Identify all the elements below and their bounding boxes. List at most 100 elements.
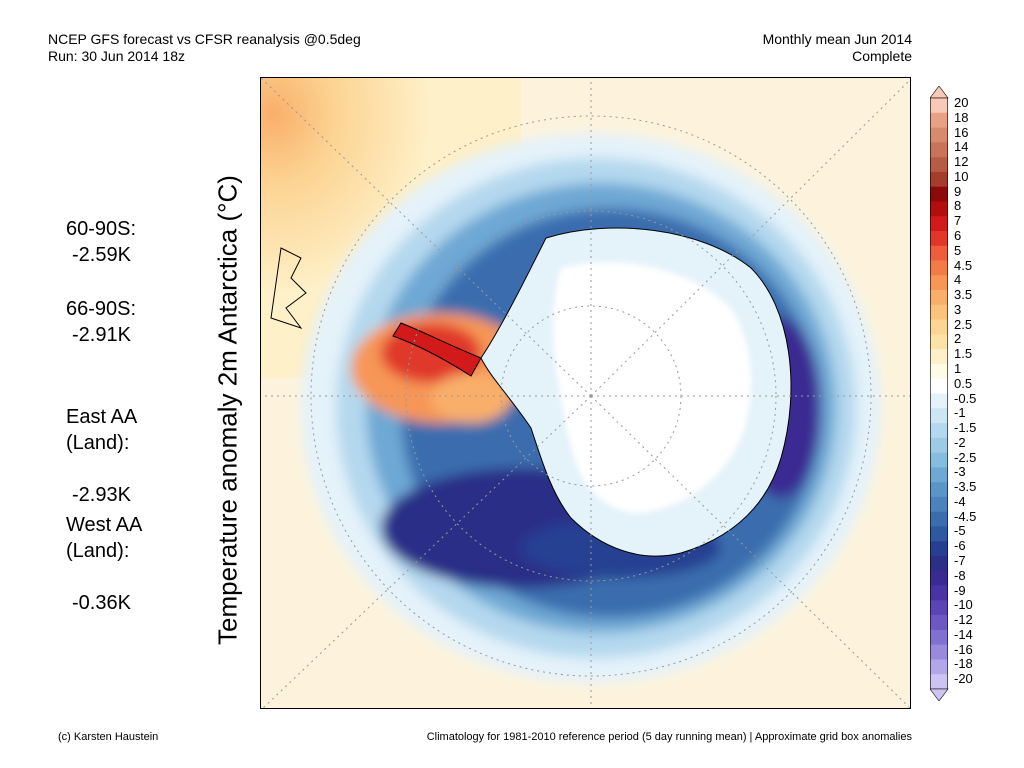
stat-west-aa: West AA (Land): -0.36K bbox=[66, 486, 142, 642]
colorbar-swatch bbox=[930, 363, 948, 380]
colorbar-swatch bbox=[930, 334, 948, 350]
colorbar-tick-label: -0.5 bbox=[954, 390, 977, 406]
colorbar-swatch bbox=[930, 556, 948, 572]
colorbar-swatch bbox=[930, 260, 948, 276]
stat-value: -2.91K bbox=[72, 324, 131, 346]
colorbar-swatch bbox=[930, 98, 948, 114]
colorbar-tick-label: -18 bbox=[954, 656, 973, 672]
colorbar-swatch bbox=[930, 245, 948, 261]
colorbar-swatch bbox=[930, 570, 948, 586]
colorbar-tick-label: 3 bbox=[954, 301, 962, 317]
colorbar-tick-label: -9 bbox=[954, 582, 966, 598]
anomaly-map bbox=[260, 77, 911, 709]
stat-value: -2.93K bbox=[72, 484, 131, 506]
colorbar-tick-label: -3 bbox=[954, 464, 966, 480]
colorbar-swatch bbox=[930, 585, 948, 601]
colorbar-tick-label: 9 bbox=[954, 183, 962, 199]
colorbar-swatch bbox=[930, 644, 948, 660]
colorbar-tick-label: 12 bbox=[954, 154, 969, 170]
colorbar-tick-label: 14 bbox=[954, 139, 969, 155]
colorbar-swatch bbox=[930, 452, 948, 468]
colorbar-tick-label: -8 bbox=[954, 567, 966, 583]
colorbar-tick-label: 0.5 bbox=[954, 375, 973, 391]
colorbar-tick-label: 8 bbox=[954, 198, 962, 214]
map-ylabel: Temperature anomaly 2m Antarctica (°C) bbox=[212, 175, 243, 645]
colorbar-swatch bbox=[930, 600, 948, 616]
colorbar-tick-label: -14 bbox=[954, 626, 973, 642]
colorbar-tick-label: 1 bbox=[954, 360, 962, 376]
stat-label: East AA (Land): bbox=[66, 406, 138, 454]
colorbar-swatch bbox=[930, 304, 948, 320]
map-title: NCEP GFS forecast vs CFSR reanalysis @0.… bbox=[48, 31, 361, 47]
status-label: Complete bbox=[852, 48, 912, 64]
colorbar-tick-label: -5 bbox=[954, 523, 966, 539]
colorbar-swatch bbox=[930, 526, 948, 542]
colorbar-swatch bbox=[930, 482, 948, 498]
colorbar-tick-label: -4.5 bbox=[954, 508, 977, 524]
colorbar-tick-label: 16 bbox=[954, 124, 969, 140]
colorbar-tick-label: -4 bbox=[954, 493, 966, 509]
colorbar-swatch bbox=[930, 408, 948, 424]
colorbar-tick-label: -10 bbox=[954, 597, 973, 613]
colorbar-tick-label: -20 bbox=[954, 671, 973, 687]
colorbar-tick-label: 3.5 bbox=[954, 287, 973, 303]
run-time: Run: 30 Jun 2014 18z bbox=[48, 48, 185, 64]
colorbar-swatch bbox=[930, 112, 948, 128]
colorbar-tick-label: -2 bbox=[954, 434, 966, 450]
stat-66-90s: 66-90S: -2.91K bbox=[66, 296, 136, 348]
colorbar-swatch bbox=[930, 171, 948, 187]
colorbar-tick-label: 7 bbox=[954, 213, 962, 229]
colorbar bbox=[930, 86, 949, 701]
copyright: (c) Karsten Haustein bbox=[58, 731, 159, 743]
colorbar-tick-label: 1.5 bbox=[954, 346, 973, 362]
colorbar-tick-label: -12 bbox=[954, 612, 973, 628]
colorbar-tick-label: 2.5 bbox=[954, 316, 973, 332]
header-right: Monthly mean Jun 2014 Complete bbox=[763, 31, 912, 65]
colorbar-swatch bbox=[930, 378, 948, 394]
map-canvas bbox=[261, 78, 910, 708]
colorbar-swatch bbox=[930, 290, 948, 306]
colorbar-tick-label: 5 bbox=[954, 242, 962, 258]
stat-label: 60-90S: bbox=[66, 218, 137, 240]
colorbar-swatch bbox=[930, 157, 948, 173]
colorbar-swatch bbox=[930, 201, 948, 217]
colorbar-swatch bbox=[930, 319, 948, 335]
colorbar-swatch bbox=[930, 467, 948, 483]
header-left: NCEP GFS forecast vs CFSR reanalysis @0.… bbox=[48, 31, 361, 65]
colorbar-tick-label: 4.5 bbox=[954, 257, 973, 273]
colorbar-swatch bbox=[930, 275, 948, 291]
colorbar-tick-label: -6 bbox=[954, 538, 966, 554]
colorbar-swatch bbox=[930, 496, 948, 512]
colorbar-tick-label: 4 bbox=[954, 272, 962, 288]
colorbar-swatch bbox=[930, 230, 948, 247]
colorbar-swatch bbox=[930, 127, 948, 143]
colorbar-tick-label: -16 bbox=[954, 641, 973, 657]
colorbar-swatch bbox=[930, 511, 948, 527]
colorbar-tick-label: -7 bbox=[954, 553, 966, 569]
colorbar-top-arrow bbox=[930, 86, 949, 99]
colorbar-swatch bbox=[930, 349, 948, 365]
stat-east-aa: East AA (Land): -2.93K bbox=[66, 378, 137, 534]
graticule bbox=[261, 78, 910, 708]
colorbar-tick-label: -1 bbox=[954, 405, 966, 421]
colorbar-tick-label: 18 bbox=[954, 109, 969, 125]
colorbar-swatch bbox=[930, 423, 948, 439]
period-label: Monthly mean Jun 2014 bbox=[762, 31, 912, 47]
colorbar-bottom-arrow bbox=[930, 688, 949, 701]
interior-near-zero bbox=[553, 262, 752, 513]
antarctic-peninsula bbox=[392, 322, 482, 377]
colorbar-tick-label: -2.5 bbox=[954, 449, 977, 465]
stat-60-90s: 60-90S: -2.59K bbox=[66, 216, 136, 268]
climatology-note: Climatology for 1981-2010 reference peri… bbox=[426, 731, 912, 743]
colorbar-tick-label: 2 bbox=[954, 331, 962, 347]
south-america-tip bbox=[270, 247, 307, 329]
colorbar-swatch bbox=[930, 186, 948, 202]
stat-label: 66-90S: bbox=[66, 298, 137, 320]
colorbar-swatch bbox=[930, 142, 948, 158]
colorbar-swatch bbox=[930, 629, 948, 645]
colorbar-tick-label: 20 bbox=[954, 95, 969, 110]
stat-label: West AA (Land): bbox=[66, 514, 143, 562]
colorbar-swatch bbox=[930, 393, 948, 409]
colorbar-swatch bbox=[930, 437, 948, 453]
colorbar-tick-label: 10 bbox=[954, 168, 969, 184]
